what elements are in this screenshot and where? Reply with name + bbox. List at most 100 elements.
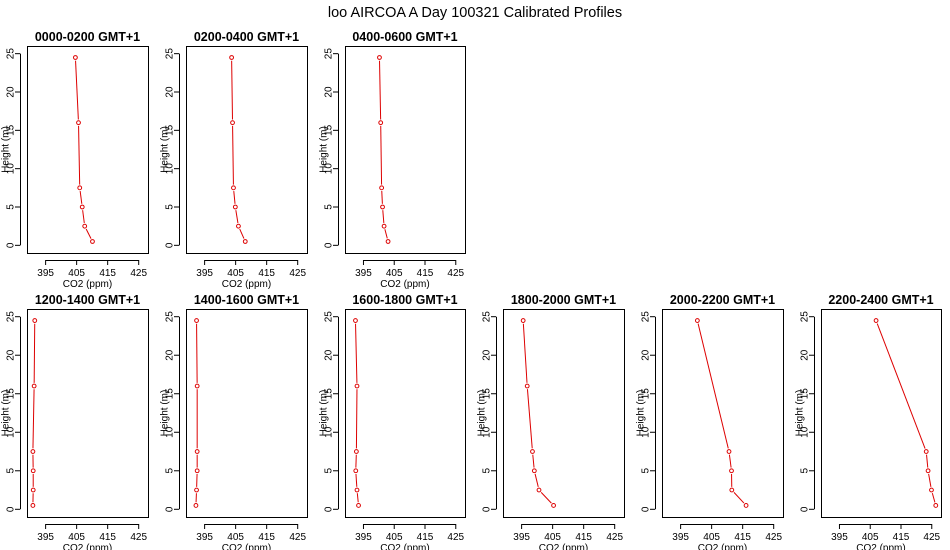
- x-tick-label: 395: [196, 532, 213, 543]
- profile-point: [194, 487, 199, 493]
- y-tick-label: 20: [800, 349, 811, 361]
- y-tick-label: 0: [165, 506, 176, 512]
- profile-point: [353, 468, 359, 474]
- profile-panel: 2200-2400 GMT+1 395 405 415 425 CO2 (ppm) 0 5 10…: [795, 293, 942, 550]
- profile-point: [381, 223, 387, 229]
- x-axis-label: CO2 (ppm): [63, 543, 112, 550]
- profile-point: [551, 503, 556, 508]
- profile-point: [729, 487, 735, 493]
- y-tick-label: 20: [324, 86, 335, 98]
- profile-point: [925, 468, 931, 474]
- x-tick-label: 395: [672, 532, 689, 543]
- y-tick-label: 5: [6, 468, 17, 474]
- profile-point: [530, 449, 535, 454]
- profile-point: [379, 185, 385, 191]
- profile-segment: [78, 125, 81, 185]
- profile-segment: [239, 228, 245, 239]
- profile-panel: 1400-1600 GMT+1 395 405 415 425 CO2 (ppm) 0 5 10…: [160, 293, 308, 550]
- profile-point: [729, 468, 734, 474]
- x-tick-label: 405: [703, 532, 720, 543]
- plot-frame: [662, 309, 784, 518]
- y-tick-label: 15: [6, 124, 17, 136]
- figure-title: loo AIRCOA A Day 100321 Calibrated Profi…: [328, 5, 622, 21]
- x-tick-label: 425: [606, 532, 623, 543]
- y-tick-label: 10: [482, 426, 493, 438]
- profile-segment: [379, 60, 382, 120]
- profile-segment: [382, 210, 385, 224]
- profile-point: [380, 204, 385, 210]
- y-axis-label: Height (m): [795, 390, 806, 437]
- x-tick-label: 425: [447, 268, 464, 279]
- x-tick-label: 405: [544, 532, 561, 543]
- profile-point: [193, 503, 199, 508]
- plot-frame: [27, 309, 149, 518]
- x-tick-label: 415: [258, 532, 275, 543]
- profile-segment: [697, 323, 729, 449]
- profile-segment: [196, 323, 198, 383]
- profile-panel: 1200-1400 GMT+1 395 405 415 425 CO2 (ppm) 0 5 10…: [1, 293, 149, 550]
- panel-grid: 0000-0200 GMT+1 395 405 415 425 CO2 (ppm) 0 5 10…: [1, 30, 942, 550]
- profile-point: [354, 383, 360, 389]
- y-tick-label: 5: [6, 204, 17, 210]
- profile-point: [232, 204, 238, 210]
- profile-point: [353, 449, 359, 454]
- profile-point: [873, 318, 879, 323]
- y-tick-label: 20: [324, 349, 335, 361]
- x-tick-label: 395: [355, 532, 372, 543]
- x-tick-label: 405: [68, 532, 85, 543]
- plot-frame: [821, 309, 942, 518]
- profile-point: [30, 449, 36, 454]
- y-axis-label: Height (m): [1, 126, 12, 173]
- profile-panel: 1600-1800 GMT+1 395 405 415 425 CO2 (ppm) 0 5 10…: [319, 293, 466, 550]
- y-tick-label: 5: [165, 204, 176, 210]
- profile-point: [923, 449, 929, 454]
- y-tick-label: 0: [324, 506, 335, 512]
- x-tick-label: 415: [893, 532, 910, 543]
- y-axis-label: Height (m): [160, 126, 171, 173]
- profile-point: [536, 487, 542, 493]
- profile-segment: [85, 228, 92, 239]
- y-tick-label: 5: [324, 204, 335, 210]
- x-tick-label: 425: [289, 268, 306, 279]
- y-tick-label: 10: [6, 163, 17, 175]
- y-tick-label: 5: [482, 468, 493, 474]
- profile-segment: [381, 191, 383, 204]
- y-tick-label: 0: [165, 242, 176, 248]
- profile-point: [743, 503, 749, 508]
- profile-point: [524, 383, 530, 389]
- x-tick-label: 405: [386, 532, 403, 543]
- profile-point: [356, 503, 361, 508]
- profile-segment: [733, 492, 745, 504]
- y-tick-label: 10: [800, 426, 811, 438]
- profile-segment: [928, 473, 932, 487]
- x-axis-label: CO2 (ppm): [856, 543, 905, 550]
- profile-point: [230, 120, 235, 126]
- profile-point: [77, 185, 83, 191]
- profile-segment: [728, 454, 732, 468]
- y-tick-label: 10: [324, 426, 335, 438]
- y-tick-label: 15: [6, 388, 17, 400]
- profile-point: [194, 468, 200, 474]
- y-tick-label: 0: [800, 506, 811, 512]
- x-tick-label: 405: [862, 532, 879, 543]
- panel-title: 0200-0400 GMT+1: [194, 30, 299, 44]
- y-tick-label: 0: [641, 506, 652, 512]
- x-tick-label: 405: [227, 268, 244, 279]
- y-axis-label: Height (m): [1, 390, 12, 437]
- profile-point: [30, 503, 36, 508]
- x-tick-label: 415: [258, 268, 275, 279]
- panel-title: 1600-1800 GMT+1: [352, 293, 457, 307]
- profile-segment: [32, 389, 35, 449]
- profile-panel: 0200-0400 GMT+1 395 405 415 425 CO2 (ppm) 0 5 10…: [160, 30, 308, 290]
- y-tick-label: 15: [165, 124, 176, 136]
- y-tick-label: 5: [641, 468, 652, 474]
- profile-point: [385, 239, 391, 244]
- panel-title: 0400-0600 GMT+1: [352, 30, 457, 44]
- profile-point: [82, 223, 88, 229]
- x-tick-label: 425: [289, 532, 306, 543]
- profile-point: [73, 55, 78, 60]
- y-axis-label: Height (m): [636, 390, 647, 437]
- y-tick-label: 0: [6, 506, 17, 512]
- profile-point: [79, 204, 85, 210]
